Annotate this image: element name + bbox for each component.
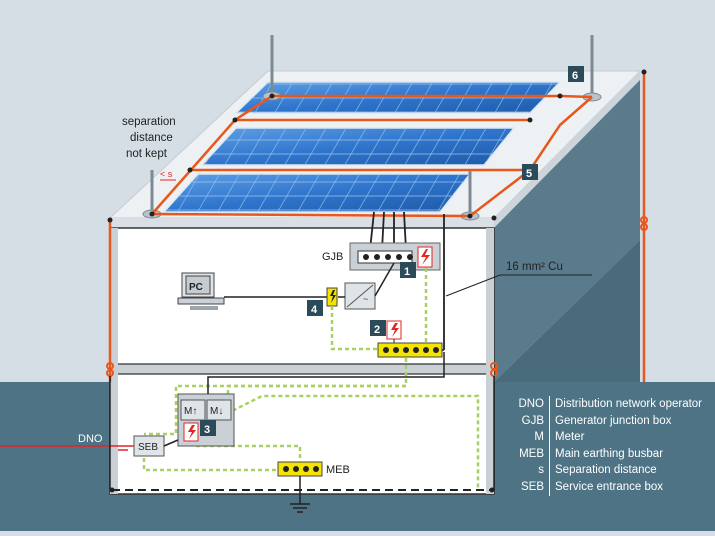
svg-text:~: ~ [363,294,368,304]
svg-text:3: 3 [204,424,210,436]
meter-in-label: M↑ [184,406,197,417]
pc-label: PC [189,282,203,293]
building-side-wall [494,72,640,382]
meter-out-label: M↓ [210,406,223,417]
air-termination-rods [150,35,594,216]
solar-panel-rows [162,81,562,213]
legend-row: M Meter [496,429,711,446]
s-marker: < s [160,169,173,179]
svg-text:1: 1 [404,266,410,278]
separation-label-3: not kept [126,148,168,160]
badge-5: 5 [522,164,538,180]
badge-1: 1 [400,262,416,278]
meb-label: MEB [326,464,350,476]
earth-symbol [290,503,310,513]
legend-row: GJB Generator junction box [496,412,711,430]
separation-label-1: separation [122,116,176,128]
legend-row: MEB Main earthing busbar [496,445,711,463]
dno-label: DNO [78,433,103,445]
svg-text:5: 5 [526,168,532,180]
data-surge-protector [326,287,338,307]
svg-text:4: 4 [311,304,318,316]
separation-label-2: distance [130,132,173,144]
gjb-label: GJB [322,251,343,263]
svg-text:2: 2 [374,324,380,336]
svg-text:6: 6 [572,70,578,82]
legend-row: DNO Distribution network operator [496,396,711,413]
meter-cabinet: M↑ M↓ [177,393,235,447]
cable-label: 16 mm² Cu [506,261,563,273]
pc-computer: PC [177,272,225,310]
legend-row: s Separation distance [496,462,711,479]
badge-2: 2 [370,320,386,336]
legend: DNO Distribution network operator GJB Gene… [496,396,711,496]
badge-3: 3 [200,420,216,436]
seb-label: SEB [138,442,158,453]
legend-row: SEB Service entrance box [496,478,711,496]
badge-6: 6 [568,66,584,82]
earth-bonding [142,268,480,490]
badge-4: 4 [307,300,323,316]
